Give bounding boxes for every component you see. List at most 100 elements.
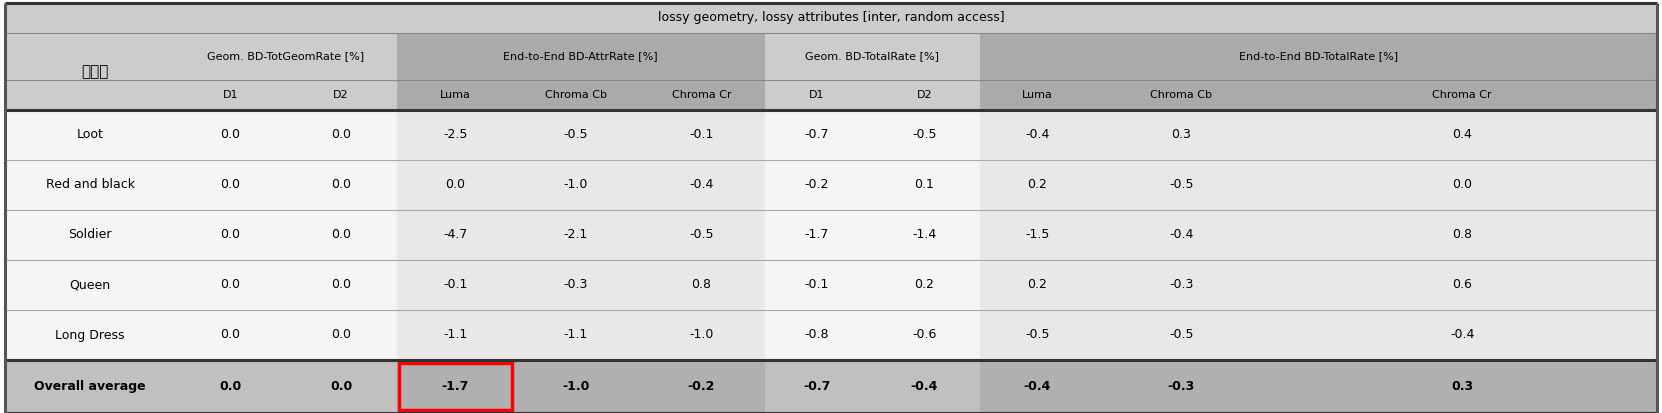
Text: 0.0: 0.0 bbox=[331, 128, 351, 142]
Text: 0.1: 0.1 bbox=[914, 178, 934, 192]
Bar bbox=[5, 360, 1657, 413]
Text: 0.0: 0.0 bbox=[221, 228, 241, 242]
Text: 0.2: 0.2 bbox=[914, 278, 934, 292]
Bar bbox=[5, 310, 1657, 360]
Bar bbox=[397, 80, 765, 110]
Text: 0.0: 0.0 bbox=[331, 328, 351, 342]
Text: -0.3: -0.3 bbox=[563, 278, 588, 292]
Text: 0.0: 0.0 bbox=[221, 178, 241, 192]
Text: D1: D1 bbox=[223, 90, 238, 100]
Text: 0.0: 0.0 bbox=[221, 328, 241, 342]
Text: D2: D2 bbox=[334, 90, 349, 100]
Text: 0.6: 0.6 bbox=[1453, 278, 1473, 292]
Text: End-to-End BD-AttrRate [%]: End-to-End BD-AttrRate [%] bbox=[504, 52, 658, 62]
Bar bbox=[5, 3, 1657, 33]
Bar bbox=[979, 260, 1657, 310]
Text: -1.7: -1.7 bbox=[804, 228, 829, 242]
Text: Soldier: Soldier bbox=[68, 228, 111, 242]
Text: 0.0: 0.0 bbox=[331, 228, 351, 242]
Text: -4.7: -4.7 bbox=[444, 228, 467, 242]
Bar bbox=[5, 110, 1657, 160]
Text: -0.7: -0.7 bbox=[804, 128, 829, 142]
Bar bbox=[5, 80, 1657, 110]
Bar bbox=[5, 33, 1657, 80]
Text: -1.0: -1.0 bbox=[563, 178, 588, 192]
Text: 0.0: 0.0 bbox=[445, 178, 465, 192]
Text: Long Dress: Long Dress bbox=[55, 328, 125, 342]
Text: Chroma Cb: Chroma Cb bbox=[1150, 90, 1212, 100]
Bar bbox=[399, 363, 512, 410]
Text: -0.4: -0.4 bbox=[1449, 328, 1474, 342]
Bar bbox=[979, 110, 1657, 160]
Text: -1.5: -1.5 bbox=[1025, 228, 1050, 242]
Text: -0.1: -0.1 bbox=[444, 278, 467, 292]
Text: 0.0: 0.0 bbox=[1453, 178, 1473, 192]
Text: 0.0: 0.0 bbox=[331, 178, 351, 192]
Text: -2.1: -2.1 bbox=[563, 228, 588, 242]
Bar bbox=[5, 160, 1657, 210]
Text: D2: D2 bbox=[916, 90, 932, 100]
Text: Luma: Luma bbox=[440, 90, 470, 100]
Text: Overall average: Overall average bbox=[35, 380, 146, 393]
Text: -0.2: -0.2 bbox=[804, 178, 829, 192]
Text: -0.3: -0.3 bbox=[1168, 380, 1195, 393]
Bar bbox=[979, 33, 1657, 80]
Text: -0.4: -0.4 bbox=[690, 178, 713, 192]
Text: -0.5: -0.5 bbox=[1168, 328, 1193, 342]
Bar bbox=[979, 310, 1657, 360]
Text: -0.5: -0.5 bbox=[912, 128, 937, 142]
Bar bbox=[5, 260, 1657, 310]
Text: 0.3: 0.3 bbox=[1451, 380, 1473, 393]
Text: 0.0: 0.0 bbox=[221, 278, 241, 292]
Text: -0.3: -0.3 bbox=[1168, 278, 1193, 292]
Text: -0.4: -0.4 bbox=[1024, 380, 1050, 393]
Text: Red and black: Red and black bbox=[45, 178, 135, 192]
Text: -0.2: -0.2 bbox=[688, 380, 715, 393]
Bar bbox=[397, 360, 765, 413]
Text: 0.4: 0.4 bbox=[1453, 128, 1473, 142]
Text: 0.3: 0.3 bbox=[1172, 128, 1192, 142]
Text: Luma: Luma bbox=[1022, 90, 1054, 100]
Bar bbox=[979, 160, 1657, 210]
Bar bbox=[397, 310, 765, 360]
Text: -0.5: -0.5 bbox=[1168, 178, 1193, 192]
Text: Loot: Loot bbox=[76, 128, 103, 142]
Text: 시퀀스: 시퀀스 bbox=[81, 64, 108, 79]
Text: 0.2: 0.2 bbox=[1027, 178, 1047, 192]
Bar bbox=[397, 160, 765, 210]
Bar bbox=[5, 210, 1657, 260]
Text: D1: D1 bbox=[809, 90, 824, 100]
Text: -0.1: -0.1 bbox=[690, 128, 713, 142]
Text: Chroma Cr: Chroma Cr bbox=[671, 90, 731, 100]
Text: -0.7: -0.7 bbox=[803, 380, 831, 393]
Text: -1.1: -1.1 bbox=[563, 328, 588, 342]
Text: Chroma Cb: Chroma Cb bbox=[545, 90, 607, 100]
Text: -0.5: -0.5 bbox=[1025, 328, 1050, 342]
Text: Geom. BD-TotGeomRate [%]: Geom. BD-TotGeomRate [%] bbox=[208, 52, 364, 62]
Text: 0.8: 0.8 bbox=[1453, 228, 1473, 242]
Bar bbox=[397, 33, 765, 80]
Text: End-to-End BD-TotalRate [%]: End-to-End BD-TotalRate [%] bbox=[1238, 52, 1398, 62]
Text: -2.5: -2.5 bbox=[444, 128, 467, 142]
Text: -1.0: -1.0 bbox=[562, 380, 590, 393]
Text: Geom. BD-TotalRate [%]: Geom. BD-TotalRate [%] bbox=[806, 52, 939, 62]
Text: -0.6: -0.6 bbox=[912, 328, 936, 342]
Text: 0.0: 0.0 bbox=[219, 380, 241, 393]
Text: Queen: Queen bbox=[70, 278, 111, 292]
Text: 0.2: 0.2 bbox=[1027, 278, 1047, 292]
Text: -1.4: -1.4 bbox=[912, 228, 936, 242]
Text: -0.4: -0.4 bbox=[911, 380, 937, 393]
Text: -0.4: -0.4 bbox=[1168, 228, 1193, 242]
Text: -1.1: -1.1 bbox=[444, 328, 467, 342]
Text: -1.0: -1.0 bbox=[690, 328, 713, 342]
Text: -0.4: -0.4 bbox=[1025, 128, 1050, 142]
Text: -0.1: -0.1 bbox=[804, 278, 829, 292]
Text: -0.5: -0.5 bbox=[690, 228, 713, 242]
Text: -0.5: -0.5 bbox=[563, 128, 588, 142]
Bar bbox=[979, 80, 1657, 110]
Text: -1.7: -1.7 bbox=[442, 380, 469, 393]
Bar bbox=[397, 210, 765, 260]
Bar bbox=[397, 110, 765, 160]
Text: 0.0: 0.0 bbox=[221, 128, 241, 142]
Bar bbox=[397, 260, 765, 310]
